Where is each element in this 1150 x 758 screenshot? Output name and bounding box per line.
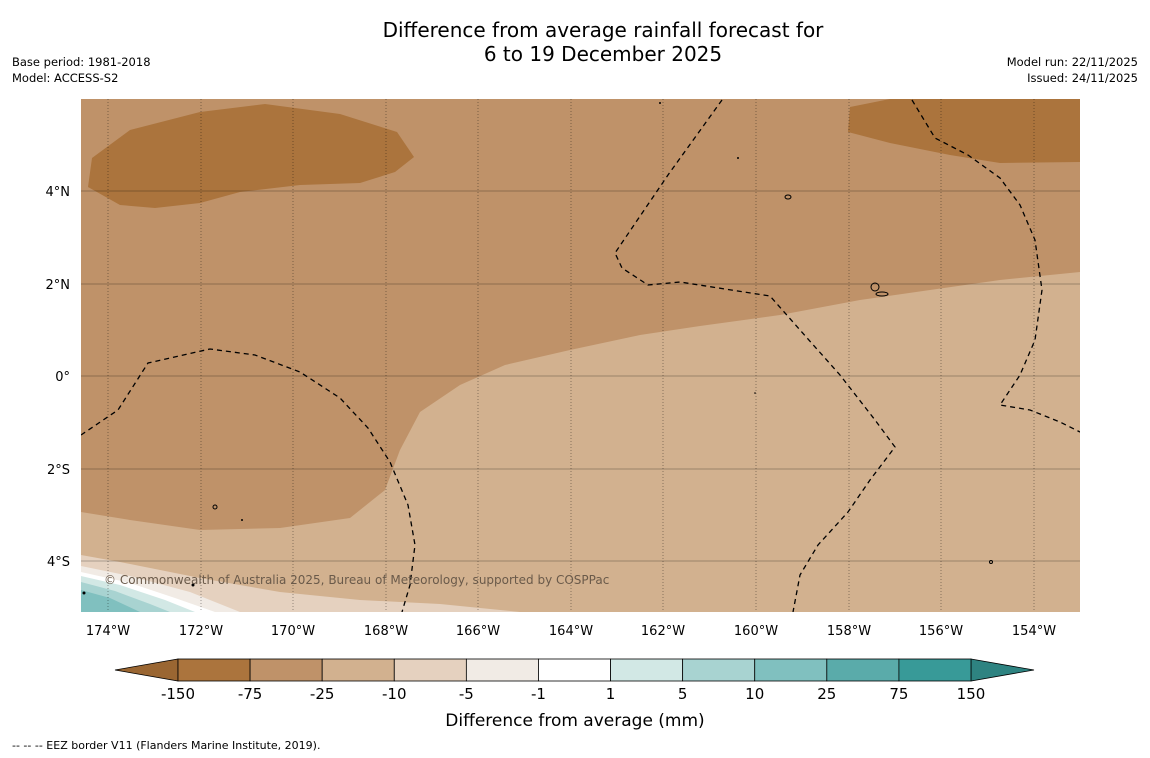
colorbar-segment [249,658,323,682]
island-dot [82,591,86,595]
lon-tick: 172°W [179,624,223,639]
latitude-labels: 4°N 2°N 0° 2°S 4°S [46,185,71,570]
island-dots [82,102,756,595]
eez-footnote: -- -- -- EEZ border V11 (Flanders Marine… [12,739,321,752]
island-outline [989,560,993,564]
colorbar-labels: -150 -75 -25 -10 -5 -1 1 5 10 25 75 150 [161,685,985,703]
colorbar-tick-label: -75 [238,685,263,703]
colorbar: -150 -75 -25 -10 -5 -1 1 5 10 25 75 150 Difference … [114,658,1035,731]
model-run: Model run: 22/11/2025 [1006,55,1138,69]
lon-tick: 166°W [456,624,500,639]
map-plot-area: © Commonwealth of Australia 2025, Bureau… [81,99,1080,612]
colorbar-tick-label: 150 [957,685,986,703]
colorbar-segment [826,658,900,682]
colorbar-tick-label: -5 [459,685,474,703]
model-name: Model: ACCESS-S2 [12,71,119,85]
lon-tick: 162°W [641,624,685,639]
lat-tick: 4°N [46,185,71,200]
colorbar-segment [321,658,395,682]
wetter-region [81,590,140,612]
island-outline [870,282,880,292]
lon-tick: 164°W [549,624,593,639]
base-period: Base period: 1981-2018 [12,55,151,69]
issued-date: Issued: 24/11/2025 [1027,71,1138,85]
lat-tick: 2°S [47,463,70,478]
island-outline [212,504,218,510]
lat-tick: 0° [55,370,70,385]
lat-tick: 2°N [46,278,71,293]
colorbar-tick-label: 1 [606,685,616,703]
lon-tick: 156°W [919,624,963,639]
colorbar-segment [538,658,611,682]
lon-tick: 168°W [364,624,408,639]
very-dry-region-west [88,104,414,208]
lon-tick: 158°W [827,624,871,639]
colorbar-segment [610,658,684,682]
longitude-labels: 174°W 172°W 170°W 168°W 166°W 164°W 162°… [86,624,1056,639]
island-dot [241,519,243,521]
colorbar-tick-label: -25 [310,685,335,703]
colorbar-tick-label: -1 [531,685,546,703]
colorbar-tick-label: 25 [817,685,836,703]
colorbar-segments [177,658,972,682]
colorbar-tick-label: 10 [745,685,764,703]
eez-border-east [911,99,1080,433]
islands [212,194,993,564]
title-line-2: 6 to 19 December 2025 [483,42,723,66]
island-outline [875,291,889,297]
colorbar-segment [465,658,539,682]
colorbar-tick-label: -10 [382,685,407,703]
meta-right: Model run: 22/11/2025 Issued: 24/11/2025 [1007,54,1138,86]
graticule [81,190,1080,562]
lon-tick: 174°W [86,624,130,639]
slightly-dry-region [81,272,1080,612]
colorbar-tick-label: 5 [678,685,688,703]
colorbar-segment [898,658,972,682]
lon-tick: 170°W [271,624,315,639]
island-dot [659,102,661,104]
eez-border-west [81,348,416,612]
island-dot [191,583,195,587]
lon-tick: 154°W [1012,624,1056,639]
colorbar-segment [754,658,828,682]
colorbar-segment [177,658,251,682]
island-dot [737,157,739,159]
colorbar-under-arrow [114,658,179,682]
eez-borders [81,99,1080,612]
island-outline [784,194,792,200]
colorbar-tick-label: 75 [889,685,908,703]
colorbar-over-arrow [970,658,1035,682]
eez-border-central [614,99,896,612]
map-title: Difference from average rainfall forecas… [0,18,1150,66]
meta-left: Base period: 1981-2018 Model: ACCESS-S2 [12,54,151,86]
title-line-1: Difference from average rainfall forecas… [382,18,824,42]
copyright-text: © Commonwealth of Australia 2025, Bureau… [104,573,609,587]
lon-tick: 160°W [734,624,778,639]
very-dry-region-east [848,99,1080,163]
colorbar-segment [682,658,756,682]
lat-tick: 4°S [47,555,70,570]
colorbar-segment [393,658,467,682]
colorbar-tick-label: -150 [161,685,195,703]
island-dot [754,392,756,394]
colorbar-title: Difference from average (mm) [445,711,704,731]
